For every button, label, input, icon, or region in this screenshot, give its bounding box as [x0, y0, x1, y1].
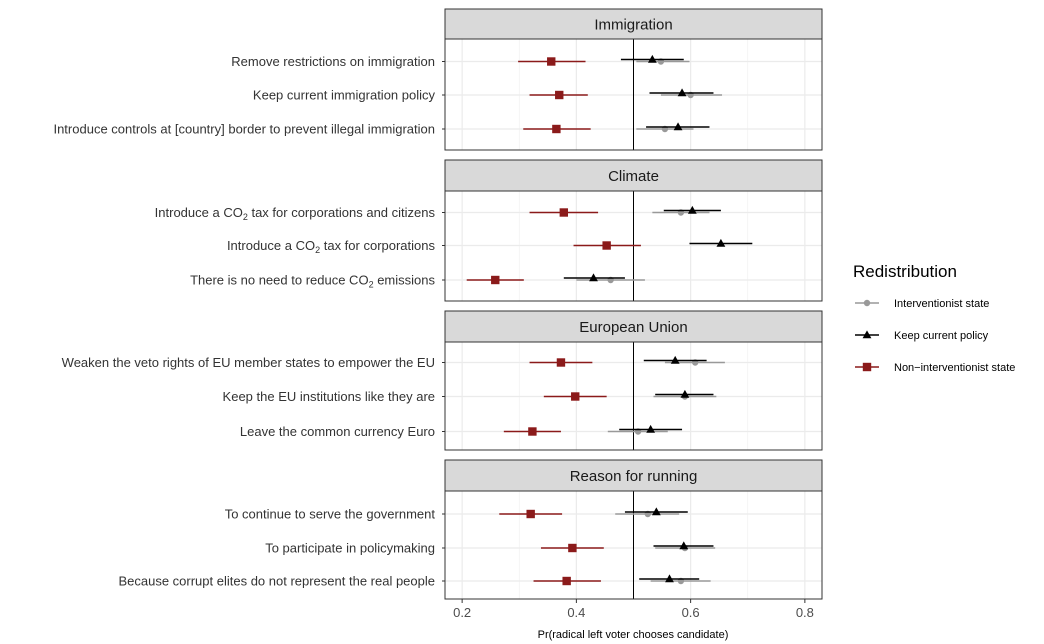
- row-label-part: tax for corporations: [320, 238, 435, 253]
- point-non: [552, 124, 561, 134]
- panel-border: [444, 190, 823, 302]
- point-non: [555, 90, 564, 100]
- data-row: [523, 122, 710, 134]
- legend-marker-non: [862, 362, 872, 372]
- point-keep: [651, 507, 661, 516]
- point-keep: [589, 273, 598, 282]
- row-label-part: Introduce a CO: [227, 238, 315, 253]
- point-non: [526, 509, 535, 519]
- row-label: Keep current immigration policy: [253, 88, 436, 103]
- data-row: [499, 507, 688, 519]
- row-label-part: emissions: [374, 273, 436, 288]
- point-keep: [716, 238, 726, 247]
- facet-panel: Immigration Remove restrictions on immigr…: [53, 8, 823, 151]
- row-label-part: Introduce a CO: [155, 205, 243, 220]
- data-row: [540, 541, 716, 553]
- data-row: [518, 54, 690, 66]
- facet-title: European Union: [579, 319, 687, 336]
- row-label: Keep the EU institutions like they are: [223, 389, 435, 404]
- point-keep: [665, 574, 674, 583]
- x-axis: 0.2 0.4 0.6 0.8: [453, 599, 814, 620]
- facet-strip: [444, 459, 823, 492]
- panel-border: [444, 38, 823, 151]
- facet-title: Immigration: [594, 17, 672, 34]
- data-row: [529, 88, 723, 100]
- point-keep: [646, 424, 656, 433]
- chart-panels: Immigration Remove restrictions on immigr…: [53, 8, 823, 600]
- row-label: Introduce controls at [country] border t…: [53, 122, 435, 137]
- facet-title: Climate: [608, 168, 659, 185]
- point-non: [602, 241, 611, 250]
- x-tick-label: 0.4: [567, 605, 585, 620]
- row-label: Because corrupt elites do not represent …: [118, 574, 435, 589]
- point-keep: [679, 541, 689, 550]
- facet-title: Reason for running: [570, 468, 698, 485]
- legend-label: Non−interventionist state: [894, 362, 1015, 374]
- legend-marker-interventionist: [863, 299, 871, 307]
- point-non: [556, 358, 566, 367]
- point-non: [528, 427, 537, 436]
- point-non: [491, 275, 500, 285]
- x-tick-label: 0.2: [453, 605, 471, 620]
- panel-border: [444, 490, 823, 600]
- point-non: [562, 576, 571, 586]
- x-tick-label: 0.8: [796, 605, 814, 620]
- legend-label: Interventionist state: [894, 298, 989, 310]
- legend-entry: Interventionist state: [855, 298, 989, 310]
- data-row: [503, 424, 683, 436]
- facet-strip: [444, 310, 823, 343]
- facet-panel: Reason for running To continue to serve t…: [118, 459, 823, 600]
- point-non: [559, 208, 569, 217]
- row-label: Introduce a CO2 tax for corporations: [227, 238, 436, 255]
- point-keep: [687, 205, 697, 214]
- facet-panel: European Union Weaken the veto rights of …: [62, 310, 823, 451]
- data-row: [529, 355, 725, 367]
- legend-entry: Non−interventionist state: [855, 362, 1015, 374]
- row-label: Remove restrictions on immigration: [231, 54, 435, 69]
- legend-label: Keep current policy: [894, 330, 989, 342]
- row-label-subscript: 2: [243, 212, 248, 222]
- legend-marker-keep: [862, 330, 872, 339]
- row-label: Weaken the veto rights of EU member stat…: [62, 355, 435, 370]
- point-non: [571, 392, 580, 401]
- legend-title: Redistribution: [853, 262, 957, 281]
- legend: Redistribution Interventionist state Keep …: [853, 262, 1015, 374]
- legend-entry: Keep current policy: [855, 330, 989, 342]
- point-keep: [647, 54, 657, 63]
- x-axis-title: Pr(radical left voter chooses candidate): [538, 629, 729, 641]
- row-label: Leave the common currency Euro: [240, 424, 435, 439]
- panel-border: [444, 341, 823, 451]
- row-label-subscript: 2: [369, 280, 374, 290]
- point-non: [568, 543, 577, 553]
- data-row: [533, 574, 711, 586]
- row-label: There is no need to reduce CO2 emissions: [190, 273, 435, 290]
- data-row: [529, 205, 721, 217]
- data-row: [543, 389, 717, 401]
- point-non: [547, 57, 556, 66]
- point-keep: [677, 88, 687, 97]
- row-label: Introduce a CO2 tax for corporations and…: [155, 205, 436, 222]
- row-label: To participate in policymaking: [265, 541, 435, 556]
- point-keep: [670, 355, 680, 364]
- row-label-part: There is no need to reduce CO: [190, 273, 369, 288]
- point-keep: [680, 389, 690, 398]
- point-keep: [673, 122, 683, 131]
- x-tick-label: 0.6: [682, 605, 700, 620]
- data-row: [466, 273, 645, 285]
- row-label-part: tax for corporations and citizens: [248, 205, 436, 220]
- facet-strip: [444, 8, 823, 40]
- row-label: To continue to serve the government: [225, 507, 436, 522]
- data-row: [573, 238, 753, 250]
- row-label-subscript: 2: [315, 245, 320, 255]
